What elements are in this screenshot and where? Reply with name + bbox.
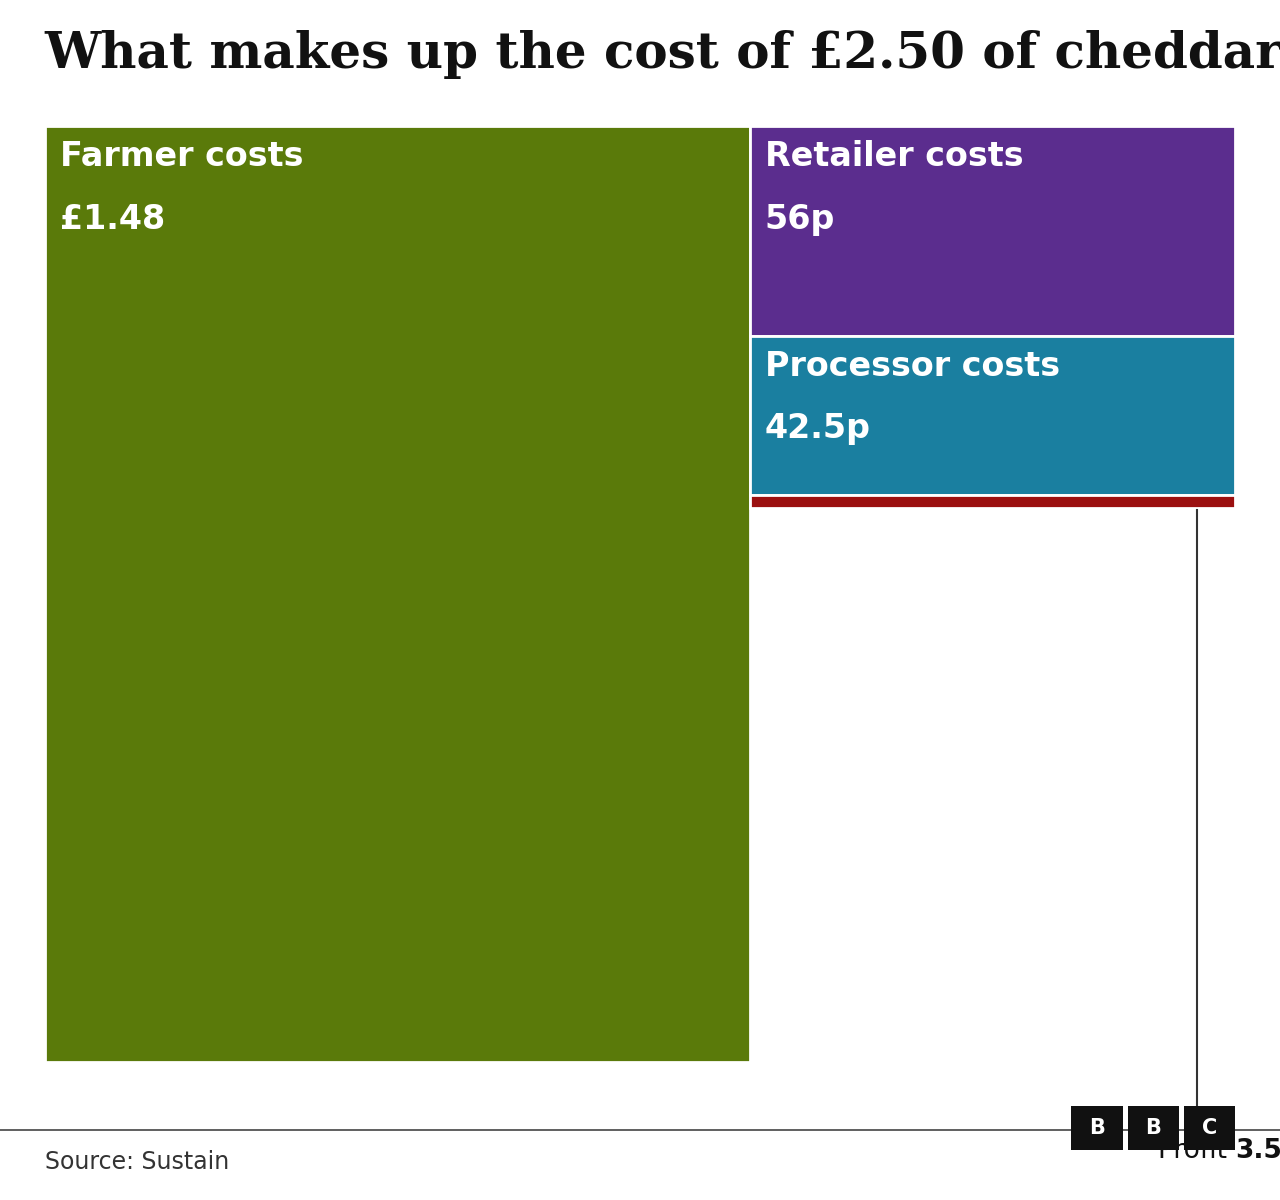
Text: B: B (1146, 1118, 1161, 1138)
Text: 42.5p: 42.5p (765, 413, 870, 445)
Text: Processor costs: Processor costs (765, 350, 1060, 383)
Text: 56p: 56p (765, 203, 836, 235)
Text: What makes up the cost of £2.50 of cheddar?: What makes up the cost of £2.50 of chedd… (45, 30, 1280, 79)
Text: £1.48: £1.48 (60, 203, 165, 235)
Bar (750, 336, 1235, 494)
Text: 3.5p: 3.5p (1235, 1138, 1280, 1164)
Bar (45, 126, 750, 1062)
Bar (750, 126, 1235, 336)
Text: Source: Sustain: Source: Sustain (45, 1150, 229, 1174)
Bar (1071, 1106, 1123, 1150)
Bar (1128, 1106, 1179, 1150)
Text: Farmer costs: Farmer costs (60, 140, 303, 174)
Bar (750, 494, 1235, 508)
Text: Retailer costs: Retailer costs (765, 140, 1024, 174)
Bar (1184, 1106, 1235, 1150)
Text: C: C (1202, 1118, 1217, 1138)
Text: B: B (1089, 1118, 1105, 1138)
Text: Profit: Profit (1158, 1138, 1235, 1164)
